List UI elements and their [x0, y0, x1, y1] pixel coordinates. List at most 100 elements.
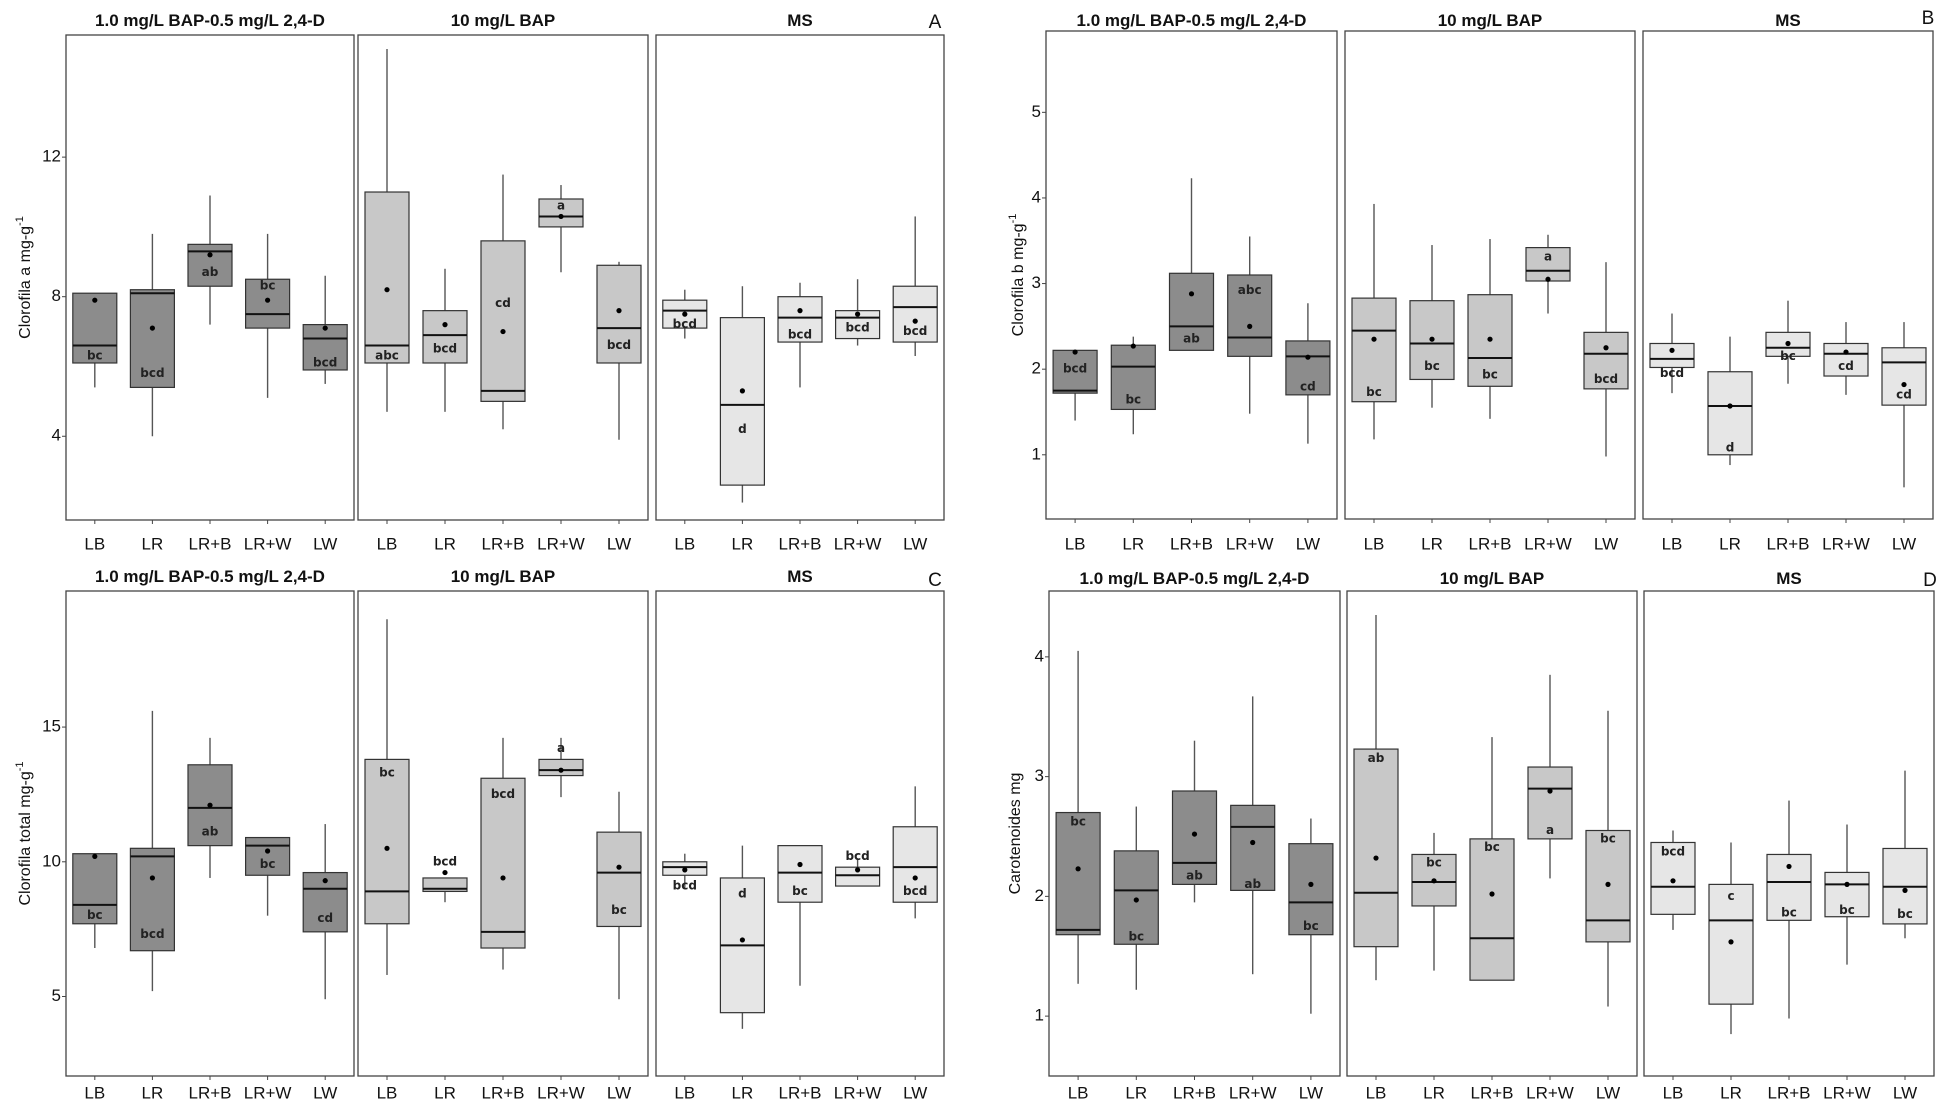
y-tick-label: 15	[42, 717, 61, 736]
box-LR+W: a LR+W	[537, 737, 585, 1102]
significance-letter: ab	[202, 825, 219, 839]
box-LB: bc LB	[364, 619, 410, 1102]
significance-letter: bc	[1426, 855, 1442, 869]
box-LW: cd LW	[302, 824, 348, 1102]
mean-point	[558, 767, 564, 773]
mean-point	[797, 861, 803, 868]
box-LR: bc LR	[1411, 832, 1457, 1102]
significance-letter: bc	[260, 279, 276, 293]
box-body	[364, 758, 410, 925]
mean-point	[207, 802, 213, 808]
box-LW: cd LW	[1285, 303, 1331, 553]
x-tick-label: LR+W	[834, 1083, 882, 1102]
x-tick-label: LR	[142, 534, 164, 553]
x-tick-label: LB	[1065, 534, 1086, 553]
chart-label: B	[1922, 8, 1935, 29]
x-tick-label: LW	[1296, 534, 1320, 553]
mean-point	[1431, 878, 1437, 884]
mean-point	[558, 213, 564, 220]
y-tick-label: 2	[1035, 886, 1044, 905]
chart-A: A Clorofila a mg-g-1 4 8 12 1.0 mg/L BAP-0.5 …	[14, 11, 945, 553]
significance-letter: c	[1727, 889, 1734, 903]
significance-letter: bcd	[903, 324, 927, 338]
box-LB: ab LB	[1353, 614, 1399, 1102]
x-tick-label: LW	[313, 1083, 337, 1102]
significance-letter: bc	[1070, 815, 1086, 829]
box-body	[596, 831, 642, 928]
significance-letter: bcd	[433, 342, 457, 356]
x-tick-label: LR+W	[1823, 1083, 1871, 1102]
significance-letter: bcd	[607, 338, 631, 352]
box-LR: d LR	[719, 845, 766, 1102]
facet-2: 10 mg/L BAP bc LB bcd LR bcd LR+B a LR+W bc LW	[357, 567, 649, 1102]
mean-point	[265, 297, 271, 303]
box-LR+B: bcd LR+B	[777, 282, 823, 553]
significance-letter: bc	[1424, 359, 1440, 373]
mean-point	[1191, 831, 1198, 837]
facet-2: 10 mg/L BAP abc LB bcd LR cd LR+B a LR+W bcd LW	[357, 11, 649, 553]
chart-label: C	[928, 570, 942, 591]
mean-point	[1547, 788, 1553, 794]
x-tick-label: LB	[84, 1083, 105, 1102]
box-body	[1353, 748, 1399, 948]
box-LR+B: bc LR+B	[1765, 300, 1811, 553]
significance-letter: bc	[1781, 906, 1797, 920]
significance-letter: bc	[1128, 930, 1144, 944]
significance-letter: bcd	[433, 854, 457, 868]
box-body	[1583, 331, 1629, 390]
box-body	[1227, 274, 1273, 357]
x-tick-label: LB	[377, 534, 398, 553]
x-tick-label: LR	[1421, 534, 1443, 553]
significance-letter: bc	[379, 765, 395, 779]
box-body	[1052, 349, 1098, 394]
significance-letter: bc	[1897, 907, 1913, 921]
box-LR: bcd LR	[422, 268, 468, 553]
box-LW: cd LW	[1881, 322, 1927, 553]
box-body	[1230, 804, 1276, 891]
mean-point	[1545, 276, 1551, 282]
significance-letter: ab	[1186, 869, 1203, 883]
box-LW: bc LW	[596, 791, 642, 1102]
x-tick-label: LR	[1719, 534, 1741, 553]
facet-title: 10 mg/L BAP	[451, 11, 556, 30]
x-tick-label: LR+W	[1229, 1083, 1277, 1102]
y-tick-label: 4	[52, 426, 61, 445]
box-body	[1649, 342, 1695, 369]
x-tick-label: LB	[1364, 534, 1385, 553]
mean-point	[1371, 336, 1377, 342]
box-LR: bcd LR	[422, 854, 468, 1102]
mean-point	[1669, 347, 1675, 353]
mean-point	[682, 867, 688, 873]
facet-title: 1.0 mg/L BAP-0.5 mg/L 2,4-D	[1077, 11, 1307, 30]
box-LB: bc LB	[1055, 650, 1101, 1102]
x-tick-label: LR+B	[1469, 534, 1512, 553]
significance-letter: bcd	[845, 321, 869, 335]
y-axis-label: Clorofila a mg-g-1	[14, 216, 34, 339]
box-body	[1171, 790, 1218, 885]
box-body	[72, 292, 118, 364]
mean-point	[149, 325, 155, 331]
box-LR: d LR	[719, 286, 766, 553]
significance-letter: ab	[202, 265, 219, 279]
x-tick-label: LR+B	[482, 534, 525, 553]
significance-letter: bcd	[140, 927, 164, 941]
x-tick-label: LR+B	[779, 1083, 822, 1102]
mean-point	[1130, 343, 1136, 349]
mean-point	[855, 867, 861, 873]
significance-letter: bcd	[788, 328, 812, 342]
box-LW: bc LW	[1288, 818, 1334, 1102]
significance-letter: bc	[260, 857, 276, 871]
significance-letter: cd	[1838, 359, 1854, 373]
significance-letter: bc	[1839, 903, 1855, 917]
box-LW: bcd LW	[892, 786, 938, 1102]
significance-letter: bc	[1125, 392, 1141, 406]
box-LR: bc LR	[1409, 245, 1455, 553]
significance-letter: bc	[87, 908, 103, 922]
box-LR: d LR	[1707, 336, 1753, 553]
facet-1: 1.0 mg/L BAP-0.5 mg/L 2,4-D bc LB bc LR ab LR+…	[1048, 569, 1341, 1102]
significance-letter: a	[1544, 250, 1552, 264]
mean-point	[1308, 881, 1314, 887]
facet-title: MS	[1775, 11, 1801, 30]
y-axis-label-sup: -1	[14, 761, 26, 771]
